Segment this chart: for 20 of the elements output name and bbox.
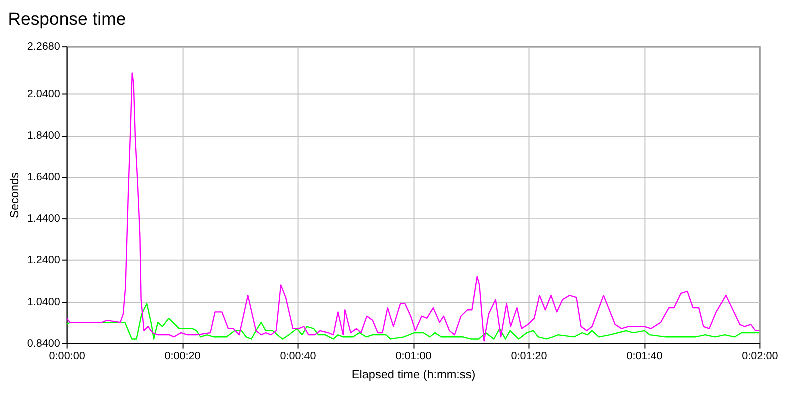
y-tick-label: 1.6400 bbox=[27, 172, 60, 184]
y-tick-label: 2.2680 bbox=[27, 41, 60, 54]
x-tick-label: 0:01:20 bbox=[511, 350, 548, 363]
y-tick-label: 1.0400 bbox=[27, 296, 60, 308]
chart-title: Response time bbox=[8, 8, 126, 29]
y-tick-label: 1.8400 bbox=[27, 130, 60, 142]
y-tick-label: 0.8400 bbox=[27, 338, 60, 350]
y-tick-label: 2.0400 bbox=[27, 88, 60, 100]
x-axis-title: Elapsed time (h:mm:ss) bbox=[352, 368, 476, 382]
x-tick-label: 0:00:20 bbox=[164, 350, 201, 363]
x-tick-label: 0:00:00 bbox=[49, 350, 86, 363]
line-series bbox=[66, 303, 760, 340]
line-series bbox=[66, 72, 760, 342]
x-tick-label: 0:01:00 bbox=[396, 350, 432, 363]
y-tick-label: 1.4400 bbox=[27, 213, 60, 226]
x-tick-label: 0:00:40 bbox=[280, 350, 316, 363]
y-tick-label: 1.2400 bbox=[27, 254, 60, 267]
y-axis-title: Seconds bbox=[8, 172, 22, 218]
x-tick-label: 0:01:40 bbox=[626, 350, 663, 363]
x-tick-label: 0:02:00 bbox=[742, 350, 778, 363]
